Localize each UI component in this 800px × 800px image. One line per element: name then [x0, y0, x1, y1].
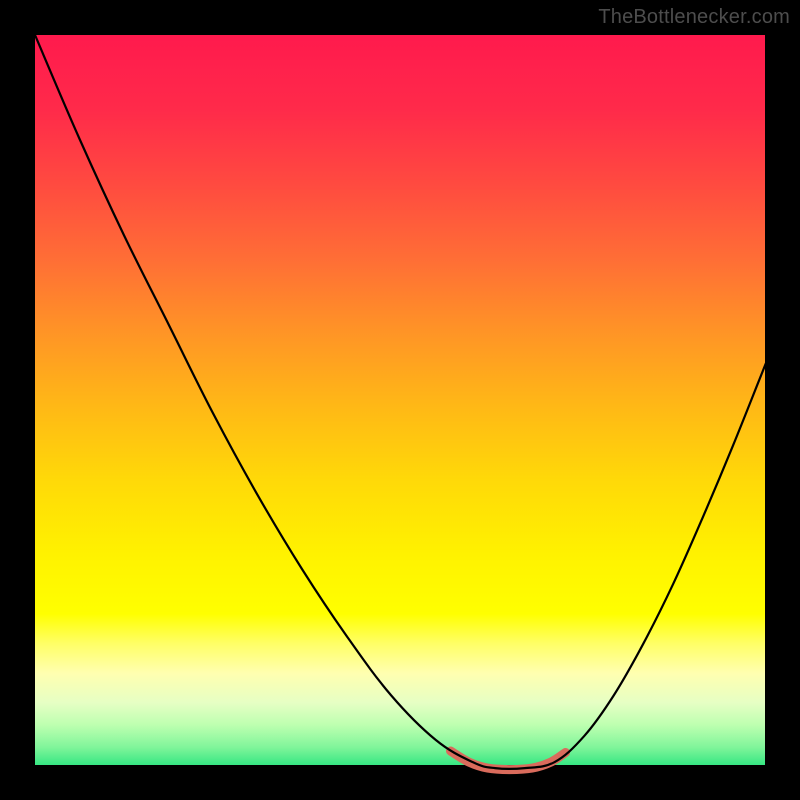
bottleneck-chart: [0, 0, 800, 800]
chart-stage: TheBottlenecker.com: [0, 0, 800, 800]
gradient-background: [35, 35, 777, 777]
watermark-text: TheBottlenecker.com: [598, 6, 790, 29]
